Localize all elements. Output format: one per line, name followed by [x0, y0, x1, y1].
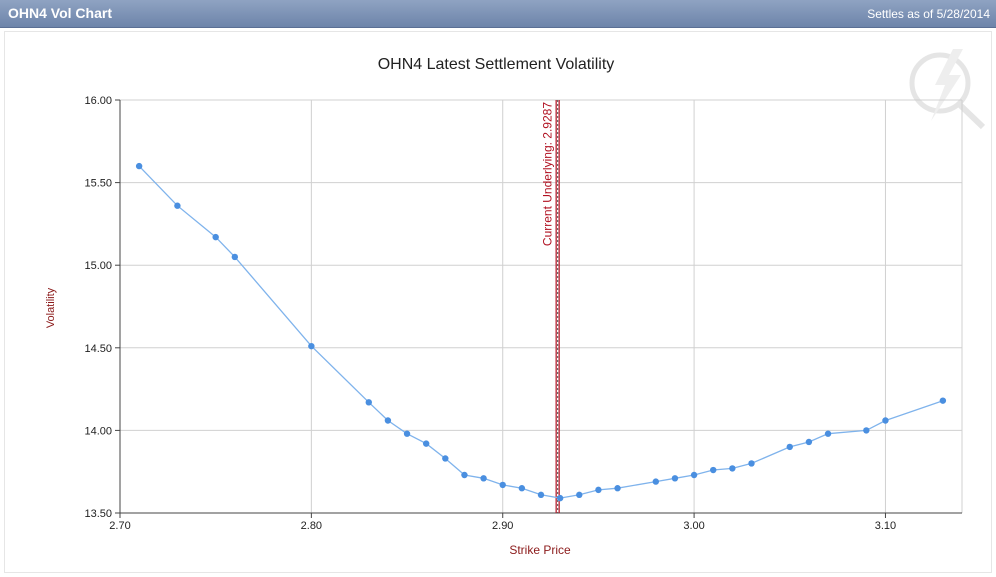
- y-tick-label: 14.50: [84, 343, 112, 355]
- data-point: [595, 486, 602, 494]
- data-point: [403, 430, 411, 437]
- data-point: [690, 471, 698, 479]
- chart-title: OHN4 Latest Settlement Volatility: [378, 56, 615, 73]
- series-volatility: [135, 162, 947, 502]
- data-point: [786, 443, 793, 451]
- panel-title: OHN4 Vol Chart: [8, 5, 112, 21]
- x-tick-label: 2.80: [301, 520, 322, 532]
- underlying-label: Current Underlying: 2.9287: [541, 102, 555, 246]
- lightning-logo-icon: [909, 49, 986, 130]
- x-axis-title: Strike Price: [509, 543, 571, 557]
- data-point: [710, 466, 717, 474]
- x-tick-label: 2.90: [492, 520, 513, 532]
- y-tick-label: 15.00: [84, 260, 112, 272]
- underlying-marker: Current Underlying: 2.9287: [541, 100, 560, 513]
- data-point: [212, 233, 219, 241]
- data-point: [824, 430, 832, 437]
- data-point: [882, 417, 889, 424]
- data-point: [365, 399, 372, 406]
- data-point: [556, 494, 564, 502]
- y-tick-label: 15.50: [84, 178, 112, 190]
- data-point: [748, 460, 755, 467]
- settles-date: Settles as of 5/28/2014: [867, 7, 990, 21]
- data-point: [518, 485, 526, 492]
- data-point: [652, 478, 660, 485]
- data-point: [671, 475, 679, 482]
- y-axis-title: Volatility: [45, 287, 57, 328]
- data-point: [422, 440, 430, 447]
- x-tick-label: 3.10: [875, 520, 896, 532]
- data-point: [805, 438, 813, 446]
- y-tick-label: 14.00: [84, 425, 112, 437]
- data-point: [614, 485, 621, 492]
- x-tick-label: 2.70: [109, 520, 130, 532]
- data-point: [461, 471, 468, 479]
- data-point: [939, 397, 947, 404]
- data-point: [499, 481, 506, 489]
- y-tick-label: 16.00: [84, 95, 112, 107]
- x-tick-label: 3.00: [683, 520, 704, 532]
- panel-header: OHN4 Vol Chart Settles as of 5/28/2014: [0, 0, 996, 28]
- chart-frame: [4, 31, 992, 573]
- data-point: [174, 202, 181, 209]
- grid-lines: [120, 99, 963, 513]
- data-point: [308, 342, 315, 350]
- data-point: [135, 162, 143, 170]
- axes: 2.70 2.80 2.90 3.00 3.10 16.00 15.50 15.00 14.50…: [84, 95, 962, 532]
- data-point: [537, 491, 545, 499]
- data-point: [863, 427, 870, 434]
- data-point: [384, 417, 392, 424]
- data-point: [231, 253, 239, 261]
- data-point: [729, 465, 736, 472]
- data-point: [576, 491, 583, 499]
- y-tick-label: 13.50: [84, 508, 112, 520]
- data-point: [480, 475, 487, 482]
- data-point: [442, 455, 449, 462]
